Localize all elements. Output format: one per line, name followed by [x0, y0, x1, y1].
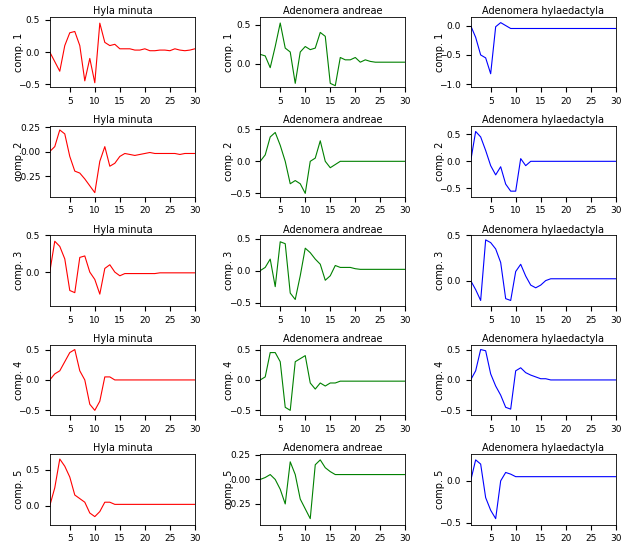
Y-axis label: comp. 2: comp. 2	[435, 142, 445, 181]
Title: Adenomera hylaedactyla: Adenomera hylaedactyla	[482, 334, 604, 344]
Title: Adenomera andreae: Adenomera andreae	[283, 334, 383, 344]
Title: Hyla minuta: Hyla minuta	[93, 334, 152, 344]
Y-axis label: comp. 5: comp. 5	[224, 470, 234, 509]
Y-axis label: comp. 4: comp. 4	[224, 360, 234, 400]
Title: Adenomera andreae: Adenomera andreae	[283, 116, 383, 126]
Y-axis label: comp. 5: comp. 5	[435, 470, 445, 509]
Title: Adenomera andreae: Adenomera andreae	[283, 443, 383, 453]
Y-axis label: comp. 3: comp. 3	[14, 251, 24, 290]
Y-axis label: comp. 3: comp. 3	[435, 251, 445, 290]
Title: Adenomera hylaedactyla: Adenomera hylaedactyla	[482, 6, 604, 16]
Title: Adenomera hylaedactyla: Adenomera hylaedactyla	[482, 116, 604, 126]
Y-axis label: comp. 1: comp. 1	[435, 32, 445, 71]
Title: Adenomera andreae: Adenomera andreae	[283, 224, 383, 234]
Y-axis label: comp. 2: comp. 2	[14, 142, 24, 181]
Title: Hyla minuta: Hyla minuta	[93, 224, 152, 234]
Y-axis label: comp. 3: comp. 3	[224, 251, 234, 290]
Title: Hyla minuta: Hyla minuta	[93, 116, 152, 126]
Title: Hyla minuta: Hyla minuta	[93, 443, 152, 453]
Y-axis label: comp. 1: comp. 1	[224, 32, 234, 71]
Title: Adenomera andreae: Adenomera andreae	[283, 6, 383, 16]
Y-axis label: comp. 4: comp. 4	[14, 360, 24, 400]
Title: Adenomera hylaedactyla: Adenomera hylaedactyla	[482, 443, 604, 453]
Y-axis label: comp. 4: comp. 4	[435, 360, 445, 400]
Title: Adenomera hylaedactyla: Adenomera hylaedactyla	[482, 224, 604, 234]
Y-axis label: comp. 5: comp. 5	[14, 470, 24, 509]
Y-axis label: comp. 2: comp. 2	[224, 142, 234, 181]
Title: Hyla minuta: Hyla minuta	[93, 6, 152, 16]
Y-axis label: comp. 1: comp. 1	[14, 32, 24, 71]
